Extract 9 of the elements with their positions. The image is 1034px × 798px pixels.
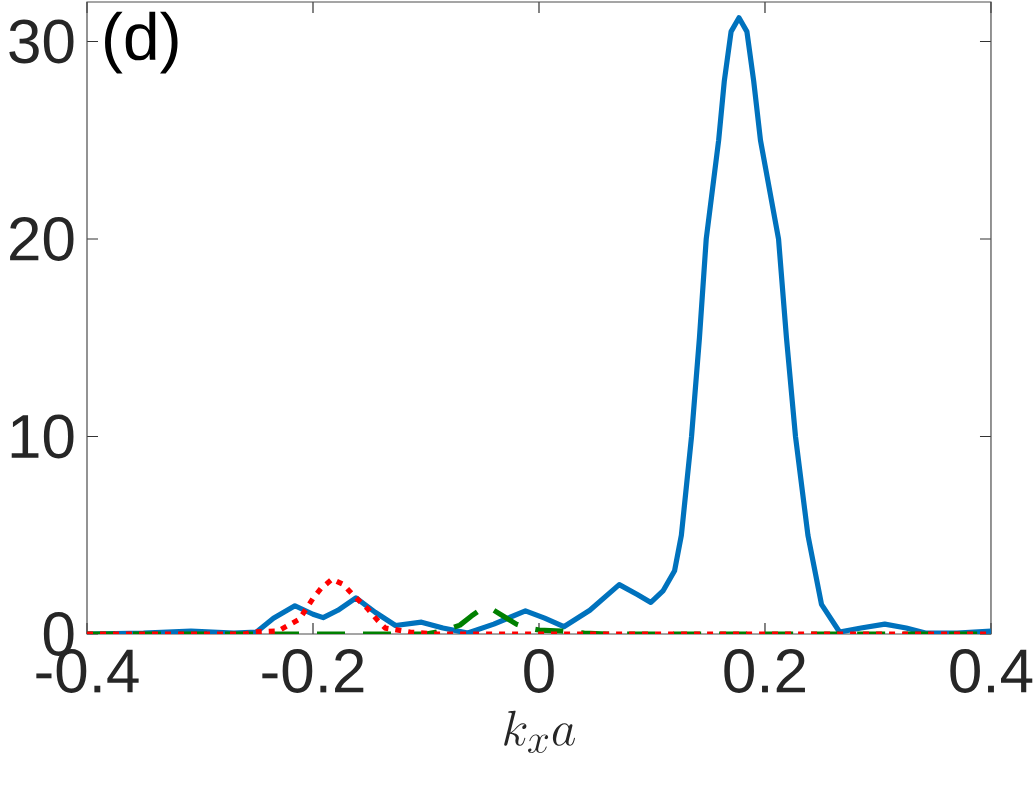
x-tick-label: 0 [524,649,554,693]
annotation: (d) [105,11,178,74]
y-tick-label: 30 [9,19,74,64]
x-tick-label: -0.2 [262,649,364,693]
y-tick-label: 20 [10,217,74,261]
x-tick-label: 0.2 [724,649,805,693]
y-tick-label: 10 [11,414,74,459]
x-tick-label: 0.4 [950,649,1033,693]
x-axis-title: $k_x a$ [504,710,576,754]
